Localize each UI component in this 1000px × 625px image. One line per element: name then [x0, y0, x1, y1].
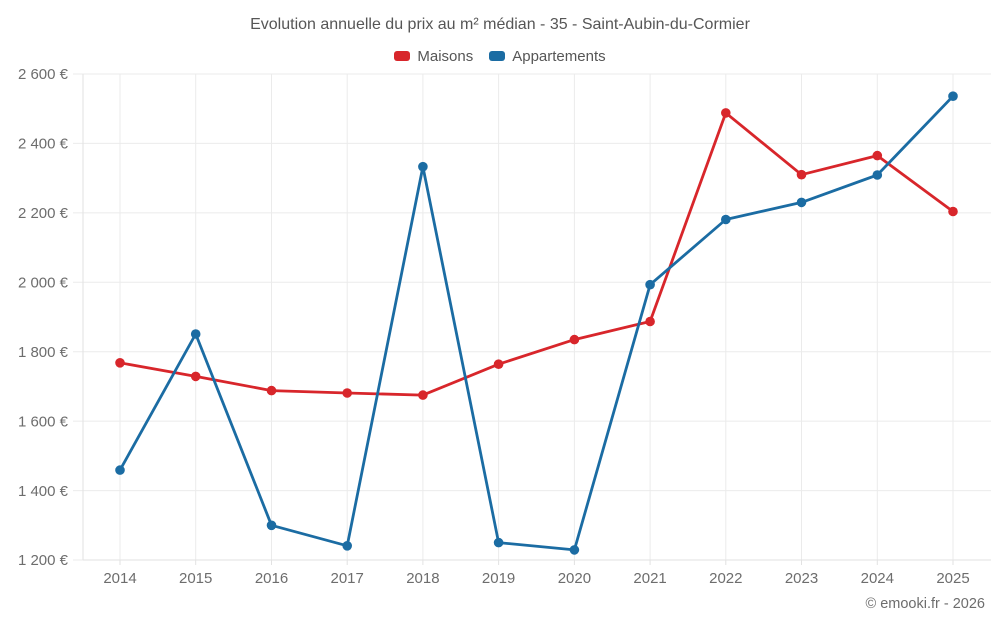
x-axis-label: 2019 [482, 570, 515, 587]
legend: Maisons Appartements [0, 46, 1000, 66]
data-point-maisons [266, 385, 277, 396]
data-point-maisons [645, 316, 655, 327]
x-axis-label: 2025 [936, 570, 969, 587]
x-axis-label: 2023 [785, 570, 818, 587]
x-axis-label: 2018 [406, 570, 439, 587]
data-point-appartements [948, 91, 958, 101]
x-axis-label: 2016 [255, 570, 288, 587]
y-axis-label: 1 800 € [18, 344, 69, 361]
y-axis-label: 1 400 € [18, 483, 69, 500]
x-axis-label: 2022 [709, 570, 742, 587]
y-axis-label: 2 000 € [18, 275, 69, 292]
x-axis-label: 2014 [103, 570, 136, 587]
data-point-appartements [569, 545, 580, 555]
data-point-appartements [266, 520, 277, 531]
data-point-appartements [872, 170, 883, 180]
legend-label: Maisons [417, 47, 474, 65]
y-axis-label: 2 400 € [18, 136, 69, 153]
x-axis-label: 2017 [331, 570, 364, 587]
data-point-appartements [721, 214, 731, 225]
data-point-maisons [872, 150, 883, 161]
x-axis-label: 2015 [179, 570, 212, 587]
x-axis-label: 2021 [633, 570, 666, 587]
data-point-appartements [190, 329, 201, 339]
data-point-appartements [342, 541, 353, 551]
y-axis-label: 1 200 € [18, 552, 69, 569]
x-axis-label: 2024 [861, 570, 894, 587]
series-line-maisons [118, 111, 955, 397]
legend-swatch-maisons [394, 51, 411, 61]
x-axis-label: 2020 [558, 570, 591, 587]
data-point-appartements [645, 279, 655, 290]
legend-item-maisons[interactable]: Maisons [394, 48, 473, 65]
data-point-maisons [493, 359, 504, 370]
data-point-appartements [115, 465, 125, 475]
data-point-maisons [721, 108, 731, 118]
data-point-maisons [418, 390, 428, 400]
data-point-maisons [796, 169, 807, 180]
data-point-appartements [418, 161, 428, 172]
data-point-maisons [190, 371, 201, 382]
legend-item-appartements[interactable]: Appartements [489, 47, 606, 65]
chart-title: Evolution annuelle du prix au m² médian … [250, 16, 750, 33]
data-point-maisons [569, 334, 580, 345]
data-point-maisons [115, 358, 125, 368]
attribution: © emooki.fr - 2026 [865, 596, 985, 612]
data-point-appartements [796, 197, 807, 208]
data-point-maisons [948, 206, 958, 217]
y-axis-label: 1 600 € [18, 413, 69, 430]
legend-label: Appartements [512, 47, 606, 65]
y-axis-label: 2 600 € [18, 66, 69, 83]
legend-swatch-appartements [489, 51, 506, 61]
data-point-maisons [342, 388, 353, 398]
series-line-appartements [118, 94, 955, 552]
data-point-appartements [493, 537, 504, 548]
y-axis-label: 2 200 € [18, 205, 69, 222]
